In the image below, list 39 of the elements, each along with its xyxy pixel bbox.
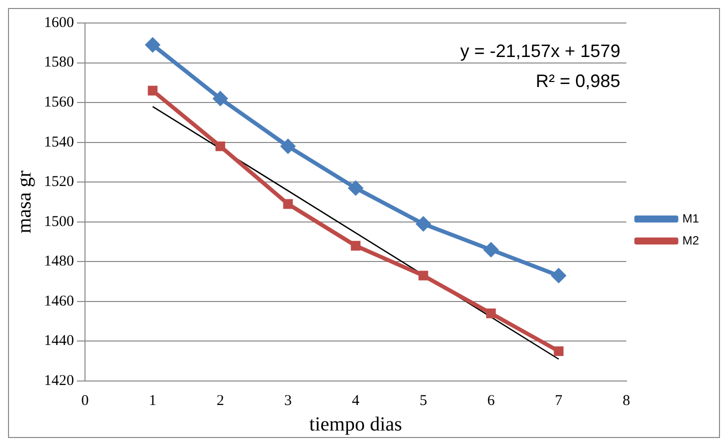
y-tick-label: 1500 xyxy=(44,214,74,230)
x-tick-label: 8 xyxy=(622,392,630,409)
point xyxy=(281,139,295,154)
point xyxy=(348,181,363,196)
x-tick-label: 3 xyxy=(284,392,292,409)
point xyxy=(484,242,498,257)
annotation: y = -21,157x + 1579 xyxy=(460,41,620,61)
legend-label: M1 xyxy=(682,211,700,226)
point xyxy=(283,199,293,209)
x-tick-label: 1 xyxy=(148,392,156,409)
point xyxy=(216,141,226,152)
y-axis-title: masa gr xyxy=(13,170,36,234)
y-tick-label: 1560 xyxy=(44,94,74,110)
y-tick-label: 1520 xyxy=(44,174,74,190)
x-tick-label: 4 xyxy=(352,392,360,409)
y-tick-label: 1440 xyxy=(44,333,74,350)
y-tick-label: 1480 xyxy=(44,254,74,270)
x-axis-title: tiempo dias xyxy=(309,413,402,436)
y-tick-label: 1420 xyxy=(44,372,74,389)
x-tick-label: 2 xyxy=(216,392,224,409)
point xyxy=(552,268,566,283)
point xyxy=(416,216,430,231)
x-tick-label: 7 xyxy=(554,392,563,409)
point xyxy=(148,86,158,96)
y-tick-label: 1600 xyxy=(44,14,74,31)
legend-label: M2 xyxy=(682,233,700,248)
point xyxy=(486,308,496,318)
y-tick-label: 1580 xyxy=(44,54,74,71)
point xyxy=(350,240,360,251)
y-tick-label: 1460 xyxy=(44,293,74,310)
annotation: R² = 0,985 xyxy=(536,71,620,91)
point xyxy=(554,346,564,356)
point xyxy=(213,92,228,106)
point xyxy=(418,270,428,280)
y-tick-label: 1540 xyxy=(44,134,74,150)
point xyxy=(146,38,160,52)
x-tick-label: 5 xyxy=(420,392,428,409)
x-tick-label: 6 xyxy=(487,392,496,409)
x-tick-label: 0 xyxy=(81,392,89,409)
